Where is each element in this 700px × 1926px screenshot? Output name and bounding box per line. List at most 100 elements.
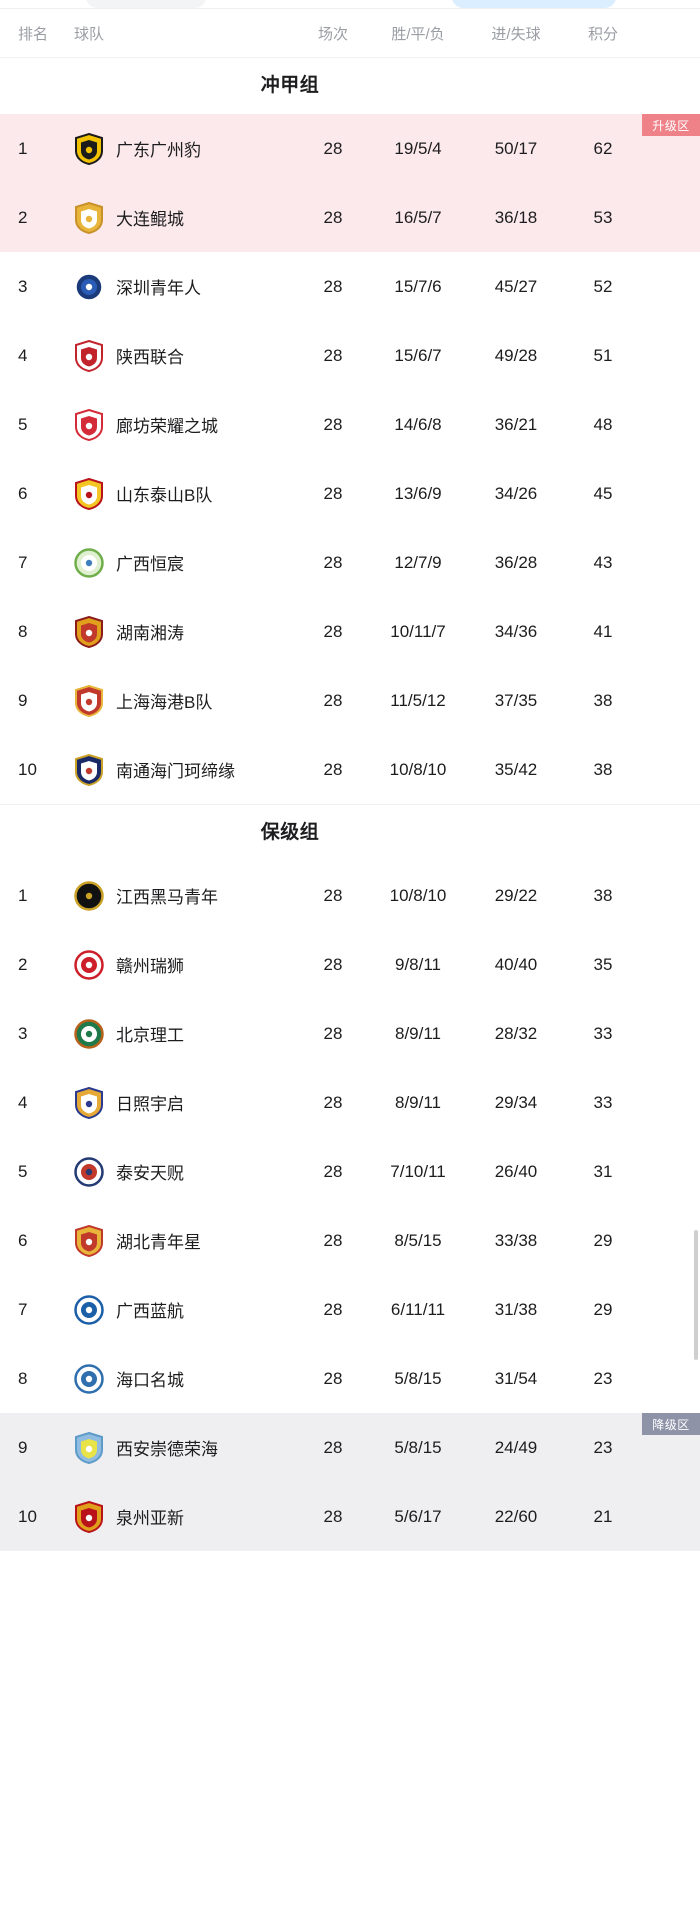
row-team[interactable]: 湖南湘涛 (74, 615, 296, 648)
team-name-label: 广西恒宸 (116, 555, 184, 574)
row-wdl: 15/6/7 (394, 345, 442, 365)
row-team[interactable]: 湖北青年星 (74, 1224, 296, 1257)
row-played: 28 (323, 552, 343, 572)
row-wdl: 13/6/9 (394, 483, 442, 503)
team-name-label: 廊坊荣耀之城 (116, 417, 218, 436)
row-team[interactable]: 泰安天贶 (74, 1156, 296, 1188)
row-team[interactable]: 日照宇启 (74, 1086, 296, 1119)
table-row[interactable]: 7 广西蓝航 28 6/11/11 31/38 29 (0, 1275, 700, 1344)
table-row[interactable]: 1 江西黑马青年 28 10/8/10 29/22 38 (0, 861, 700, 930)
crest-jiangxi-dark-horse-youth-icon (74, 880, 104, 912)
row-wdl: 19/5/4 (394, 138, 442, 158)
team-name-label: 深圳青年人 (116, 279, 201, 298)
row-team[interactable]: 广西蓝航 (74, 1294, 296, 1326)
row-played: 28 (323, 1299, 343, 1319)
table-row[interactable]: 8 海口名城 28 5/8/15 31/54 23 (0, 1344, 700, 1413)
team-name-label: 北京理工 (116, 1026, 184, 1045)
row-rank: 3 (18, 1023, 28, 1043)
group-divider (0, 804, 700, 805)
table-row[interactable]: 2 赣州瑞狮 28 9/8/11 40/40 35 (0, 930, 700, 999)
row-points: 41 (593, 621, 613, 641)
row-wdl: 14/6/8 (394, 414, 442, 434)
table-row[interactable]: 5 廊坊荣耀之城 28 14/6/8 36/21 48 (0, 390, 700, 459)
table-row[interactable]: 3 北京理工 28 8/9/11 28/32 33 (0, 999, 700, 1068)
row-wdl: 12/7/9 (394, 552, 442, 572)
row-rank: 10 (18, 759, 37, 779)
team-name-label: 陕西联合 (116, 348, 184, 367)
crest-shandong-taishan-b-icon (74, 477, 104, 510)
row-team[interactable]: 上海海港B队 (74, 684, 296, 717)
crest-nantong-haimen-codion-icon (74, 753, 104, 786)
table-row[interactable]: 6 山东泰山B队 28 13/6/9 34/26 45 (0, 459, 700, 528)
team-name-label: 山东泰山B队 (116, 486, 213, 505)
table-row[interactable]: 10 南通海门珂缔缘 28 10/8/10 35/42 38 (0, 735, 700, 804)
group-title: 保级组 (0, 805, 700, 861)
tab-pill-right-active[interactable] (452, 0, 616, 8)
row-team[interactable]: 泉州亚新 (74, 1500, 296, 1533)
row-rank: 8 (18, 1368, 28, 1388)
row-team[interactable]: 江西黑马青年 (74, 880, 296, 912)
group-title: 冲甲组 (0, 58, 700, 114)
table-row[interactable]: 8 湖南湘涛 28 10/11/7 34/36 41 (0, 597, 700, 666)
row-team[interactable]: 赣州瑞狮 (74, 949, 296, 981)
crest-langfang-glory-city-icon (74, 408, 104, 441)
row-wdl: 7/10/11 (390, 1161, 446, 1181)
crest-quanzhou-yaxin-icon (74, 1500, 104, 1533)
row-points: 52 (593, 276, 613, 296)
table-row[interactable]: 5 泰安天贶 28 7/10/11 26/40 31 (0, 1137, 700, 1206)
row-team[interactable]: 南通海门珂缔缘 (74, 753, 296, 786)
crest-hubei-youth-star-icon (74, 1224, 104, 1257)
row-rank: 1 (18, 138, 28, 158)
team-name-label: 西安崇德荣海 (116, 1440, 218, 1459)
team-name-label: 泰安天贶 (116, 1164, 184, 1183)
row-goals: 22/60 (494, 1506, 538, 1526)
row-points: 51 (593, 345, 613, 365)
row-wdl: 16/5/7 (394, 207, 442, 227)
team-name-label: 海口名城 (116, 1371, 184, 1390)
table-row[interactable]: 9 西安崇德荣海 28 5/8/15 24/49 23 (0, 1413, 700, 1482)
row-team[interactable]: 廊坊荣耀之城 (74, 408, 296, 441)
row-team[interactable]: 北京理工 (74, 1018, 296, 1050)
row-points: 45 (593, 483, 613, 503)
row-team[interactable]: 广东广州豹 (74, 132, 296, 165)
table-row[interactable]: 9 上海海港B队 28 11/5/12 37/35 38 (0, 666, 700, 735)
row-team[interactable]: 深圳青年人 (74, 271, 296, 303)
row-played: 28 (323, 954, 343, 974)
team-name-label: 南通海门珂缔缘 (116, 762, 235, 781)
column-header-points: 积分 (587, 25, 618, 43)
row-team[interactable]: 海口名城 (74, 1363, 296, 1395)
row-points: 31 (593, 1161, 613, 1181)
table-row[interactable]: 4 陕西联合 28 15/6/7 49/28 51 (0, 321, 700, 390)
crest-dalian-kuncheng-icon (74, 201, 104, 234)
row-team[interactable]: 西安崇德荣海 (74, 1431, 296, 1464)
crest-shanghai-port-b-icon (74, 684, 104, 717)
table-row[interactable]: 6 湖北青年星 28 8/5/15 33/38 29 (0, 1206, 700, 1275)
row-played: 28 (323, 1092, 343, 1112)
row-goals: 36/18 (494, 207, 538, 227)
row-goals: 29/22 (494, 885, 538, 905)
team-name-label: 湖北青年星 (116, 1233, 201, 1252)
row-team[interactable]: 山东泰山B队 (74, 477, 296, 510)
table-row[interactable]: 7 广西恒宸 28 12/7/9 36/28 43 (0, 528, 700, 597)
crest-rizhao-yuqi-icon (74, 1086, 104, 1119)
row-wdl: 11/5/12 (390, 690, 446, 710)
tab-pill-left[interactable] (86, 0, 206, 8)
group-rows: 1 江西黑马青年 28 10/8/10 29/22 38 2 赣州瑞狮 28 9/8/11 40/4… (0, 861, 700, 1551)
team-name-label: 广东广州豹 (116, 141, 201, 160)
table-row[interactable]: 10 泉州亚新 28 5/6/17 22/60 21 (0, 1482, 700, 1551)
row-played: 28 (323, 138, 343, 158)
table-row[interactable]: 3 深圳青年人 28 15/7/6 45/27 52 (0, 252, 700, 321)
table-row[interactable]: 4 日照宇启 28 8/9/11 29/34 33 (0, 1068, 700, 1137)
row-rank: 10 (18, 1506, 37, 1526)
standings-groups: 冲甲组 1 广东广州豹 28 19/5/4 50/17 62 2 大连鲲城 28 16/5/7 36/… (0, 57, 700, 1551)
column-header-goals: 进/失球 (491, 25, 541, 43)
row-team[interactable]: 陕西联合 (74, 339, 296, 372)
table-row[interactable]: 2 大连鲲城 28 16/5/7 36/18 53 (0, 183, 700, 252)
row-team[interactable]: 大连鲲城 (74, 201, 296, 234)
vertical-scrollbar-thumb[interactable] (694, 1230, 698, 1360)
table-row[interactable]: 1 广东广州豹 28 19/5/4 50/17 62 (0, 114, 700, 183)
row-points: 29 (593, 1230, 613, 1250)
row-team[interactable]: 广西恒宸 (74, 547, 296, 579)
row-played: 28 (323, 1161, 343, 1181)
row-goals: 49/28 (494, 345, 538, 365)
